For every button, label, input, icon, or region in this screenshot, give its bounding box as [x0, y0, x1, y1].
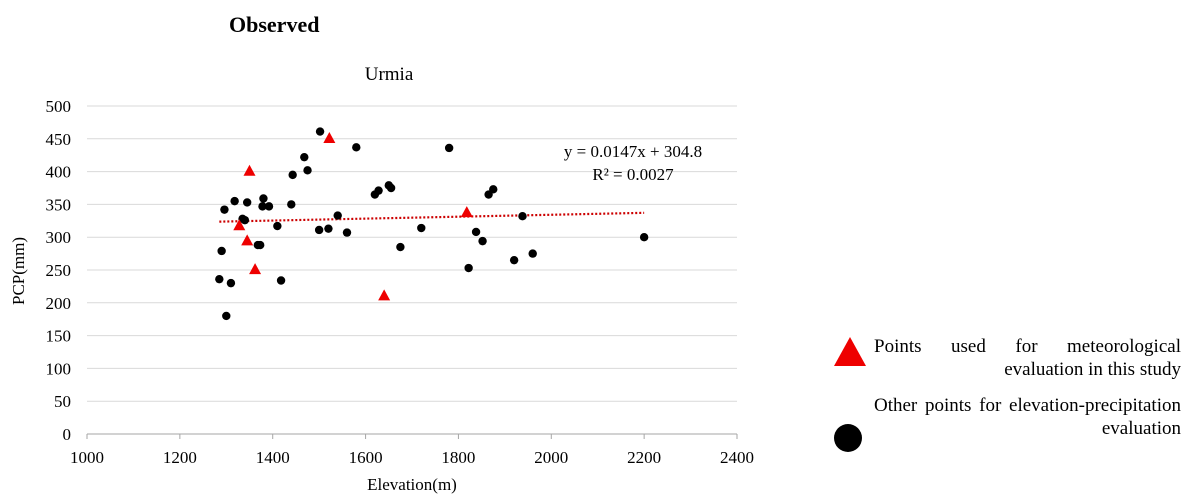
x-tick-label: 1200 [163, 448, 197, 467]
y-tick-label: 150 [46, 327, 72, 346]
data-point-circle [639, 233, 649, 242]
trend-r-squared: R² = 0.0027 [592, 165, 674, 184]
data-point-circle [217, 246, 226, 256]
data-point-circle [259, 194, 268, 203]
x-tick-label: 2000 [534, 448, 568, 467]
red-triangle-icon [834, 337, 866, 366]
data-point-circle [386, 183, 396, 193]
data-point-circle [444, 143, 454, 153]
x-tick-label: 1000 [70, 448, 104, 467]
data-point-circle [528, 249, 537, 258]
data-point-triangle [378, 289, 391, 301]
data-point-triangle [460, 206, 473, 218]
y-tick-label: 450 [46, 130, 72, 149]
y-tick-label: 100 [46, 359, 72, 378]
data-point-triangle [249, 263, 262, 275]
data-point-triangle [241, 234, 254, 246]
data-point-circle [342, 228, 352, 237]
data-point-circle [464, 263, 473, 273]
data-point-circle [333, 211, 342, 220]
data-point-circle [258, 202, 267, 211]
data-point-circle [417, 223, 426, 233]
trend-equation: y = 0.0147x + 304.8 [564, 142, 702, 161]
y-tick-label: 50 [54, 392, 71, 411]
chart-title: Urmia [365, 64, 414, 85]
data-point-circle [315, 127, 325, 136]
data-point-circle [230, 196, 239, 206]
y-tick-label: 0 [63, 425, 72, 444]
data-point-circle [396, 242, 405, 252]
data-point-circle [220, 205, 229, 214]
x-tick-label: 1800 [441, 448, 475, 467]
data-point-circle [288, 170, 297, 180]
data-point-circle [509, 255, 519, 265]
data-point-circle [324, 224, 333, 233]
scatter-chart: 0 50 100 150 200 250 300 350 400 450 500 1000 1200 14… [9, 64, 754, 494]
data-point-circle [471, 227, 481, 237]
y-axis-label: PCP(mm) [9, 237, 28, 305]
x-axis-label: Elevation(m) [367, 475, 457, 494]
data-point-circle [264, 202, 274, 211]
data-point-circle [287, 200, 296, 209]
y-tick-label: 400 [46, 163, 72, 182]
data-point-circle [478, 236, 487, 246]
y-tick-label: 200 [46, 294, 72, 313]
trendline [219, 211, 645, 223]
legend-label-circle: Other points for elevation-precipitation… [874, 395, 1181, 439]
data-point-circle [374, 186, 383, 195]
legend-label-triangle: Points used for meteorological evaluatio… [874, 336, 1181, 380]
data-point-circle [255, 240, 265, 250]
data-point-triangle [323, 131, 336, 143]
data-point-circle [222, 311, 231, 321]
data-point-circle [518, 212, 527, 221]
data-point-circle [242, 198, 252, 207]
black-circle-icon [834, 424, 862, 452]
panel-label: Observed [229, 12, 320, 37]
x-tick-label: 2200 [627, 448, 661, 467]
data-point-circle [240, 215, 250, 225]
x-tick-label: 2400 [720, 448, 754, 467]
data-point-circle [215, 274, 224, 284]
y-tick-label: 300 [46, 228, 72, 247]
data-point-circle [303, 166, 312, 175]
data-point-circle [276, 276, 286, 285]
data-point-triangle [243, 164, 256, 176]
y-tick-label: 350 [46, 195, 72, 214]
data-point-circle [300, 152, 309, 162]
data-point-circle [489, 185, 498, 194]
data-point-circle [314, 225, 324, 235]
data-point-triangle [233, 219, 246, 231]
data-point-circle [273, 221, 282, 231]
y-tick-label: 500 [46, 97, 72, 116]
y-tick-label: 250 [46, 261, 72, 280]
data-point-circle [352, 143, 361, 152]
x-tick-label: 1400 [256, 448, 290, 467]
data-point-circle [226, 278, 236, 288]
x-tick-label: 1600 [349, 448, 383, 467]
